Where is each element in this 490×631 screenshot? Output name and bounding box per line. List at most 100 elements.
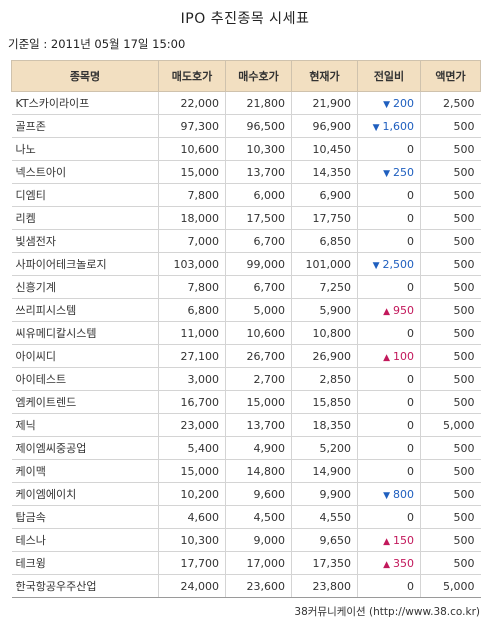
ask-price-cell: 4,600 — [158, 505, 226, 529]
ask-price-cell: 17,700 — [158, 551, 226, 575]
column-header-change: 전일비 — [357, 60, 421, 92]
par-value-cell: 500 — [420, 137, 481, 161]
change-cell: ▼ 1,600 — [357, 114, 421, 138]
par-value-cell: 500 — [420, 252, 481, 276]
bid-price-cell: 14,800 — [225, 459, 292, 483]
current-price-cell: 101,000 — [291, 252, 358, 276]
ipo-price-table: 종목명 매도호가 매수호가 현재가 전일비 액면가 KT스카이라이프 22,000… — [11, 60, 481, 598]
par-value-cell: 500 — [420, 436, 481, 460]
table-row: 골프존 97,300 96,500 96,900 ▼ 1,600 500 — [11, 114, 481, 138]
par-value-cell: 5,000 — [420, 574, 481, 598]
bid-price-cell: 13,700 — [225, 160, 292, 184]
change-value: 350 — [393, 556, 414, 570]
table-row: 제닉 23,000 13,700 18,350 0 5,000 — [11, 413, 481, 437]
par-value-cell: 500 — [420, 482, 481, 506]
stock-name-cell: 탑금속 — [11, 505, 159, 529]
change-value: 0 — [407, 418, 414, 432]
par-value-cell: 500 — [420, 275, 481, 299]
change-value: 150 — [393, 533, 414, 547]
change-cell: ▲ 150 — [357, 528, 421, 552]
ask-price-cell: 10,600 — [158, 137, 226, 161]
column-header-ask: 매도호가 — [158, 60, 226, 92]
bid-price-cell: 13,700 — [225, 413, 292, 437]
bid-price-cell: 4,500 — [225, 505, 292, 529]
par-value-cell: 5,000 — [420, 413, 481, 437]
stock-name-cell: 한국항공우주산업 — [11, 574, 159, 598]
down-triangle-icon: ▼ — [383, 490, 390, 501]
current-price-cell: 14,900 — [291, 459, 358, 483]
table-row: 테크윙 17,700 17,000 17,350 ▲ 350 500 — [11, 551, 481, 575]
change-value: 250 — [393, 165, 414, 179]
ask-price-cell: 97,300 — [158, 114, 226, 138]
change-cell: ▲ 950 — [357, 298, 421, 322]
table-row: 제이엠씨중공업 5,400 4,900 5,200 0 500 — [11, 436, 481, 460]
table-row: 아이씨디 27,100 26,700 26,900 ▲ 100 500 — [11, 344, 481, 368]
column-header-price: 현재가 — [291, 60, 358, 92]
change-value: 0 — [407, 188, 414, 202]
par-value-cell: 500 — [420, 367, 481, 391]
table-row: 빛샘전자 7,000 6,700 6,850 0 500 — [11, 229, 481, 253]
stock-name-cell: 신흥기계 — [11, 275, 159, 299]
table-row: 탑금속 4,600 4,500 4,550 0 500 — [11, 505, 481, 529]
stock-name-cell: KT스카이라이프 — [11, 91, 159, 115]
change-value: 800 — [393, 487, 414, 501]
change-cell: ▲ 100 — [357, 344, 421, 368]
table-row: 테스나 10,300 9,000 9,650 ▲ 150 500 — [11, 528, 481, 552]
ask-price-cell: 7,800 — [158, 275, 226, 299]
par-value-cell: 500 — [420, 183, 481, 207]
change-value: 1,600 — [382, 119, 415, 133]
change-cell: 0 — [357, 436, 421, 460]
table-row: 엠케이트렌드 16,700 15,000 15,850 0 500 — [11, 390, 481, 414]
ask-price-cell: 3,000 — [158, 367, 226, 391]
stock-name-cell: 사파이어테크놀로지 — [11, 252, 159, 276]
current-price-cell: 6,850 — [291, 229, 358, 253]
bid-price-cell: 26,700 — [225, 344, 292, 368]
bid-price-cell: 21,800 — [225, 91, 292, 115]
change-cell: 0 — [357, 505, 421, 529]
par-value-cell: 2,500 — [420, 91, 481, 115]
change-value: 0 — [407, 441, 414, 455]
bid-price-cell: 99,000 — [225, 252, 292, 276]
table-row: 넥스트아이 15,000 13,700 14,350 ▼ 250 500 — [11, 160, 481, 184]
down-triangle-icon: ▼ — [383, 99, 390, 110]
bid-price-cell: 4,900 — [225, 436, 292, 460]
stock-name-cell: 제닉 — [11, 413, 159, 437]
current-price-cell: 17,750 — [291, 206, 358, 230]
table-row: 리켐 18,000 17,500 17,750 0 500 — [11, 206, 481, 230]
par-value-cell: 500 — [420, 160, 481, 184]
table-row: 사파이어테크놀로지 103,000 99,000 101,000 ▼ 2,500 500 — [11, 252, 481, 276]
change-cell: 0 — [357, 183, 421, 207]
stock-name-cell: 엠케이트렌드 — [11, 390, 159, 414]
bid-price-cell: 6,700 — [225, 229, 292, 253]
change-value: 0 — [407, 142, 414, 156]
stock-name-cell: 디엠티 — [11, 183, 159, 207]
change-cell: ▲ 350 — [357, 551, 421, 575]
ask-price-cell: 5,400 — [158, 436, 226, 460]
down-triangle-icon: ▼ — [372, 260, 380, 271]
current-price-cell: 26,900 — [291, 344, 358, 368]
bid-price-cell: 23,600 — [225, 574, 292, 598]
table-row: 나노 10,600 10,300 10,450 0 500 — [11, 137, 481, 161]
stock-name-cell: 넥스트아이 — [11, 160, 159, 184]
change-value: 0 — [407, 579, 414, 593]
stock-name-cell: 케이엠에이치 — [11, 482, 159, 506]
stock-name-cell: 씨유메디칼시스템 — [11, 321, 159, 345]
table-row: 케이맥 15,000 14,800 14,900 0 500 — [11, 459, 481, 483]
stock-name-cell: 골프존 — [11, 114, 159, 138]
change-cell: 0 — [357, 367, 421, 391]
table-row: 케이엠에이치 10,200 9,600 9,900 ▼ 800 500 — [11, 482, 481, 506]
up-triangle-icon: ▲ — [383, 352, 390, 363]
change-cell: 0 — [357, 413, 421, 437]
ask-price-cell: 23,000 — [158, 413, 226, 437]
change-cell: 0 — [357, 137, 421, 161]
bid-price-cell: 96,500 — [225, 114, 292, 138]
change-value: 0 — [407, 280, 414, 294]
change-value: 2,500 — [382, 257, 415, 271]
up-triangle-icon: ▲ — [383, 559, 390, 570]
change-cell: ▼ 250 — [357, 160, 421, 184]
current-price-cell: 6,900 — [291, 183, 358, 207]
change-cell: 0 — [357, 275, 421, 299]
stock-name-cell: 테크윙 — [11, 551, 159, 575]
par-value-cell: 500 — [420, 459, 481, 483]
bid-price-cell: 6,000 — [225, 183, 292, 207]
